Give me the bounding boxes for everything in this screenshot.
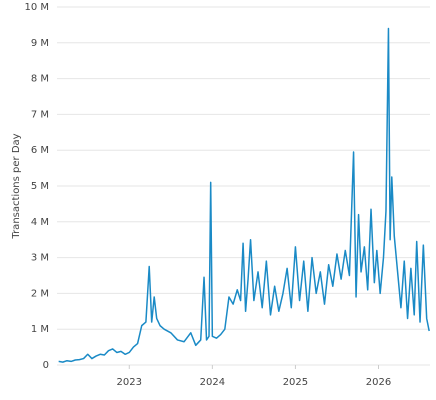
y-tick-label: 10 M xyxy=(24,2,49,13)
y-tick-label: 9 M xyxy=(31,38,49,49)
x-tick-label: 2024 xyxy=(200,377,225,388)
y-tick-label: 5 M xyxy=(31,181,49,192)
y-axis-label: Transactions per Day xyxy=(11,133,22,239)
y-tick-label: 6 M xyxy=(31,145,49,156)
data-line xyxy=(58,27,430,363)
y-tick-label: 4 M xyxy=(31,217,49,228)
y-tick-label: 3 M xyxy=(31,253,49,264)
x-tick-label: 2026 xyxy=(366,377,391,388)
x-tick-label: 2023 xyxy=(117,377,142,388)
x-tick-label: 2025 xyxy=(283,377,308,388)
y-tick-label: 1 M xyxy=(31,324,49,335)
y-tick-label: 7 M xyxy=(31,109,49,120)
y-tick-label: 0 xyxy=(43,360,49,371)
y-tick-label: 2 M xyxy=(31,288,49,299)
y-tick-label: 8 M xyxy=(31,74,49,85)
